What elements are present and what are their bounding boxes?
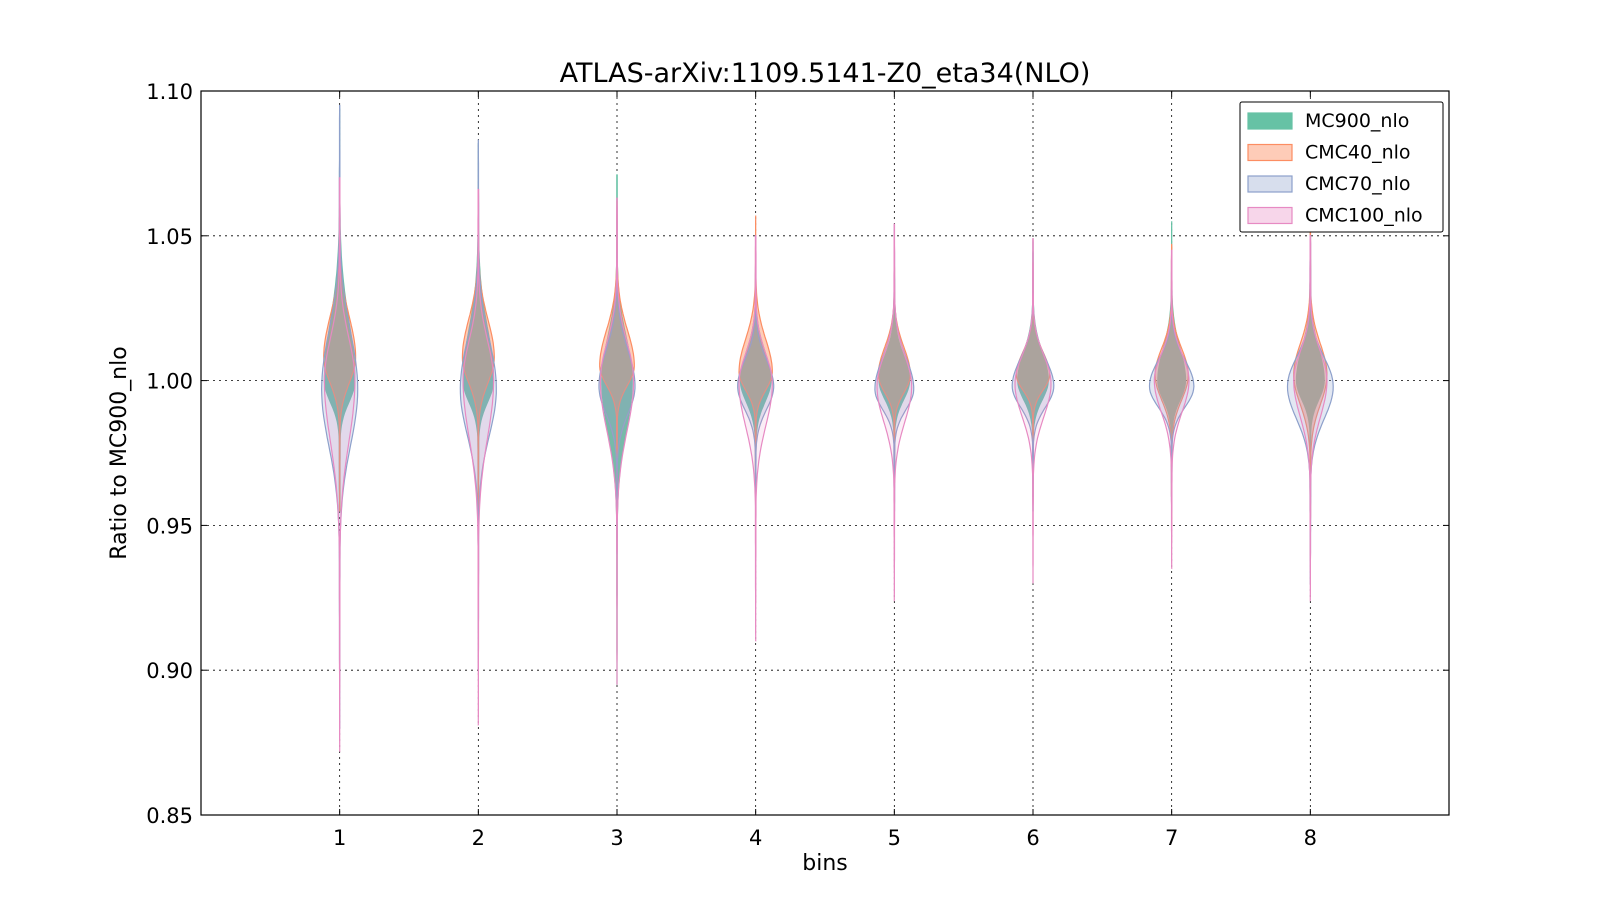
violin-CMC70_nlo-bin-3 (598, 206, 636, 555)
plot-frame (200, 90, 1450, 816)
x-tick-label: 2 (472, 826, 485, 850)
series-CMC100_nlo (323, 177, 1328, 753)
legend-label: CMC100_nlo (1305, 205, 1423, 227)
x-tick-label: 6 (1026, 826, 1039, 850)
violin-CMC70_nlo-bin-5 (874, 224, 915, 512)
legend-swatch (1247, 143, 1293, 162)
violin-CMC70_nlo-bin-7 (1148, 250, 1195, 512)
violin-CMC100_nlo-bin-2 (462, 188, 495, 726)
x-tick-label: 5 (888, 826, 901, 850)
violin-CMC40_nlo-bin-3 (599, 201, 635, 483)
violin-CMC100_nlo-bin-4 (738, 235, 773, 642)
violin-layer (320, 104, 1334, 753)
violin-CMC40_nlo-bin-4 (738, 215, 773, 483)
x-tick-label: 3 (610, 826, 623, 850)
violin-CMC70_nlo-bin-6 (1011, 241, 1055, 512)
x-tick-label: 8 (1304, 826, 1317, 850)
violin-CMC40_nlo-bin-2 (461, 189, 495, 512)
y-axis-label: Ratio to MC900_nlo (107, 346, 132, 559)
y-tick-label: 1.00 (146, 370, 193, 394)
y-tick-label: 1.10 (146, 80, 193, 104)
violin-MC900_nlo-bin-5 (878, 250, 911, 498)
violin-MC900_nlo-bin-6 (1017, 238, 1049, 498)
legend-label: MC900_nlo (1305, 110, 1409, 132)
violin-CMC40_nlo-bin-5 (877, 238, 911, 483)
y-tick-label: 1.05 (146, 225, 193, 249)
violin-CMC100_nlo-bin-1 (323, 177, 356, 753)
violin-CMC100_nlo-bin-5 (876, 223, 913, 602)
violin-MC900_nlo-bin-8 (1295, 221, 1325, 498)
y-tick-label: 0.85 (146, 804, 193, 828)
y-tick-label: 0.95 (146, 514, 193, 538)
violin-MC900_nlo-bin-4 (739, 235, 772, 512)
x-axis-label: bins (802, 851, 847, 876)
violin-CMC40_nlo-bin-6 (1015, 261, 1051, 469)
violin-CMC70_nlo-bin-2 (459, 139, 497, 671)
legend-label: CMC70_nlo (1305, 173, 1411, 195)
x-tick-label: 1 (333, 826, 346, 850)
legend-label: CMC40_nlo (1305, 142, 1411, 164)
x-tick-label: 7 (1165, 826, 1178, 850)
violin-CMC100_nlo-bin-3 (599, 197, 635, 685)
legend-swatch (1247, 206, 1293, 225)
y-tick-label: 0.90 (146, 659, 193, 683)
violin-CMC100_nlo-bin-6 (1014, 238, 1052, 584)
axis-ticks: 0.85 0.90 0.95 1.00 1.05 1.10 1 2 3 4 5 6 7 8 (146, 80, 1449, 850)
x-tick-label: 4 (749, 826, 762, 850)
legend: MC900_nlo CMC40_nlo CMC70_nlo CMC100_nlo (1239, 101, 1444, 233)
violin-MC900_nlo-bin-2 (462, 143, 495, 512)
legend-swatch (1247, 175, 1293, 193)
legend-swatch (1247, 112, 1293, 130)
violin-MC900_nlo-bin-7 (1157, 221, 1187, 498)
violin-CMC100_nlo-bin-8 (1293, 235, 1328, 602)
violin-CMC40_nlo-bin-1 (323, 177, 357, 512)
legend-box (1239, 101, 1444, 233)
violin-CMC100_nlo-bin-7 (1153, 249, 1190, 570)
chart-title: ATLAS-arXiv:1109.5141-Z0_eta34(NLO) (560, 58, 1091, 89)
